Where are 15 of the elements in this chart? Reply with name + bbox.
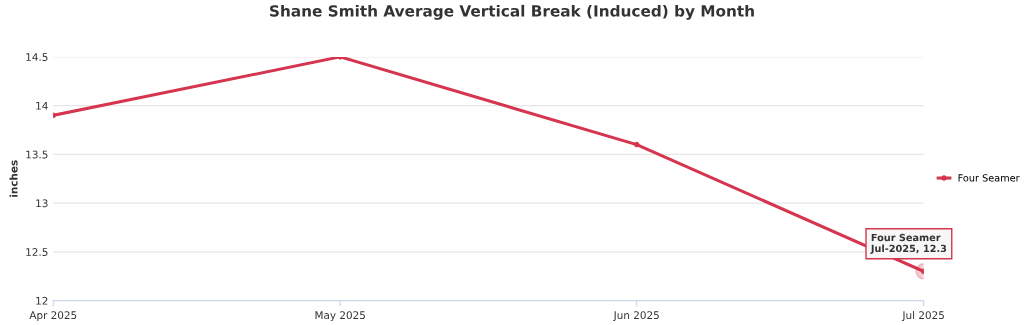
y-tick-label: 12 [36, 296, 48, 305]
y-tick-label: 14.5 [26, 53, 48, 61]
x-tick-label: Apr 2025 [29, 311, 77, 322]
chart-title: Shane Smith Average Vertical Break (Induced) by Month [270, 4, 754, 20]
y-tick-label: 14 [36, 101, 48, 110]
annotation: Four Seamer Jul-2025, 12.3 [870, 233, 947, 254]
y-tick-label: 13.5 [26, 150, 48, 159]
x-tick-label: Jul 2025 [901, 311, 944, 322]
y-axis-title: inches [9, 160, 18, 197]
y-tick-label: 12.5 [26, 248, 48, 256]
x-tick-label: Jun 2025 [613, 311, 659, 322]
y-tick-label: 13 [36, 199, 48, 208]
point [633, 141, 640, 148]
x-tick-label: May 2025 [315, 311, 365, 322]
legend-label: Four Seamer [958, 174, 1020, 182]
